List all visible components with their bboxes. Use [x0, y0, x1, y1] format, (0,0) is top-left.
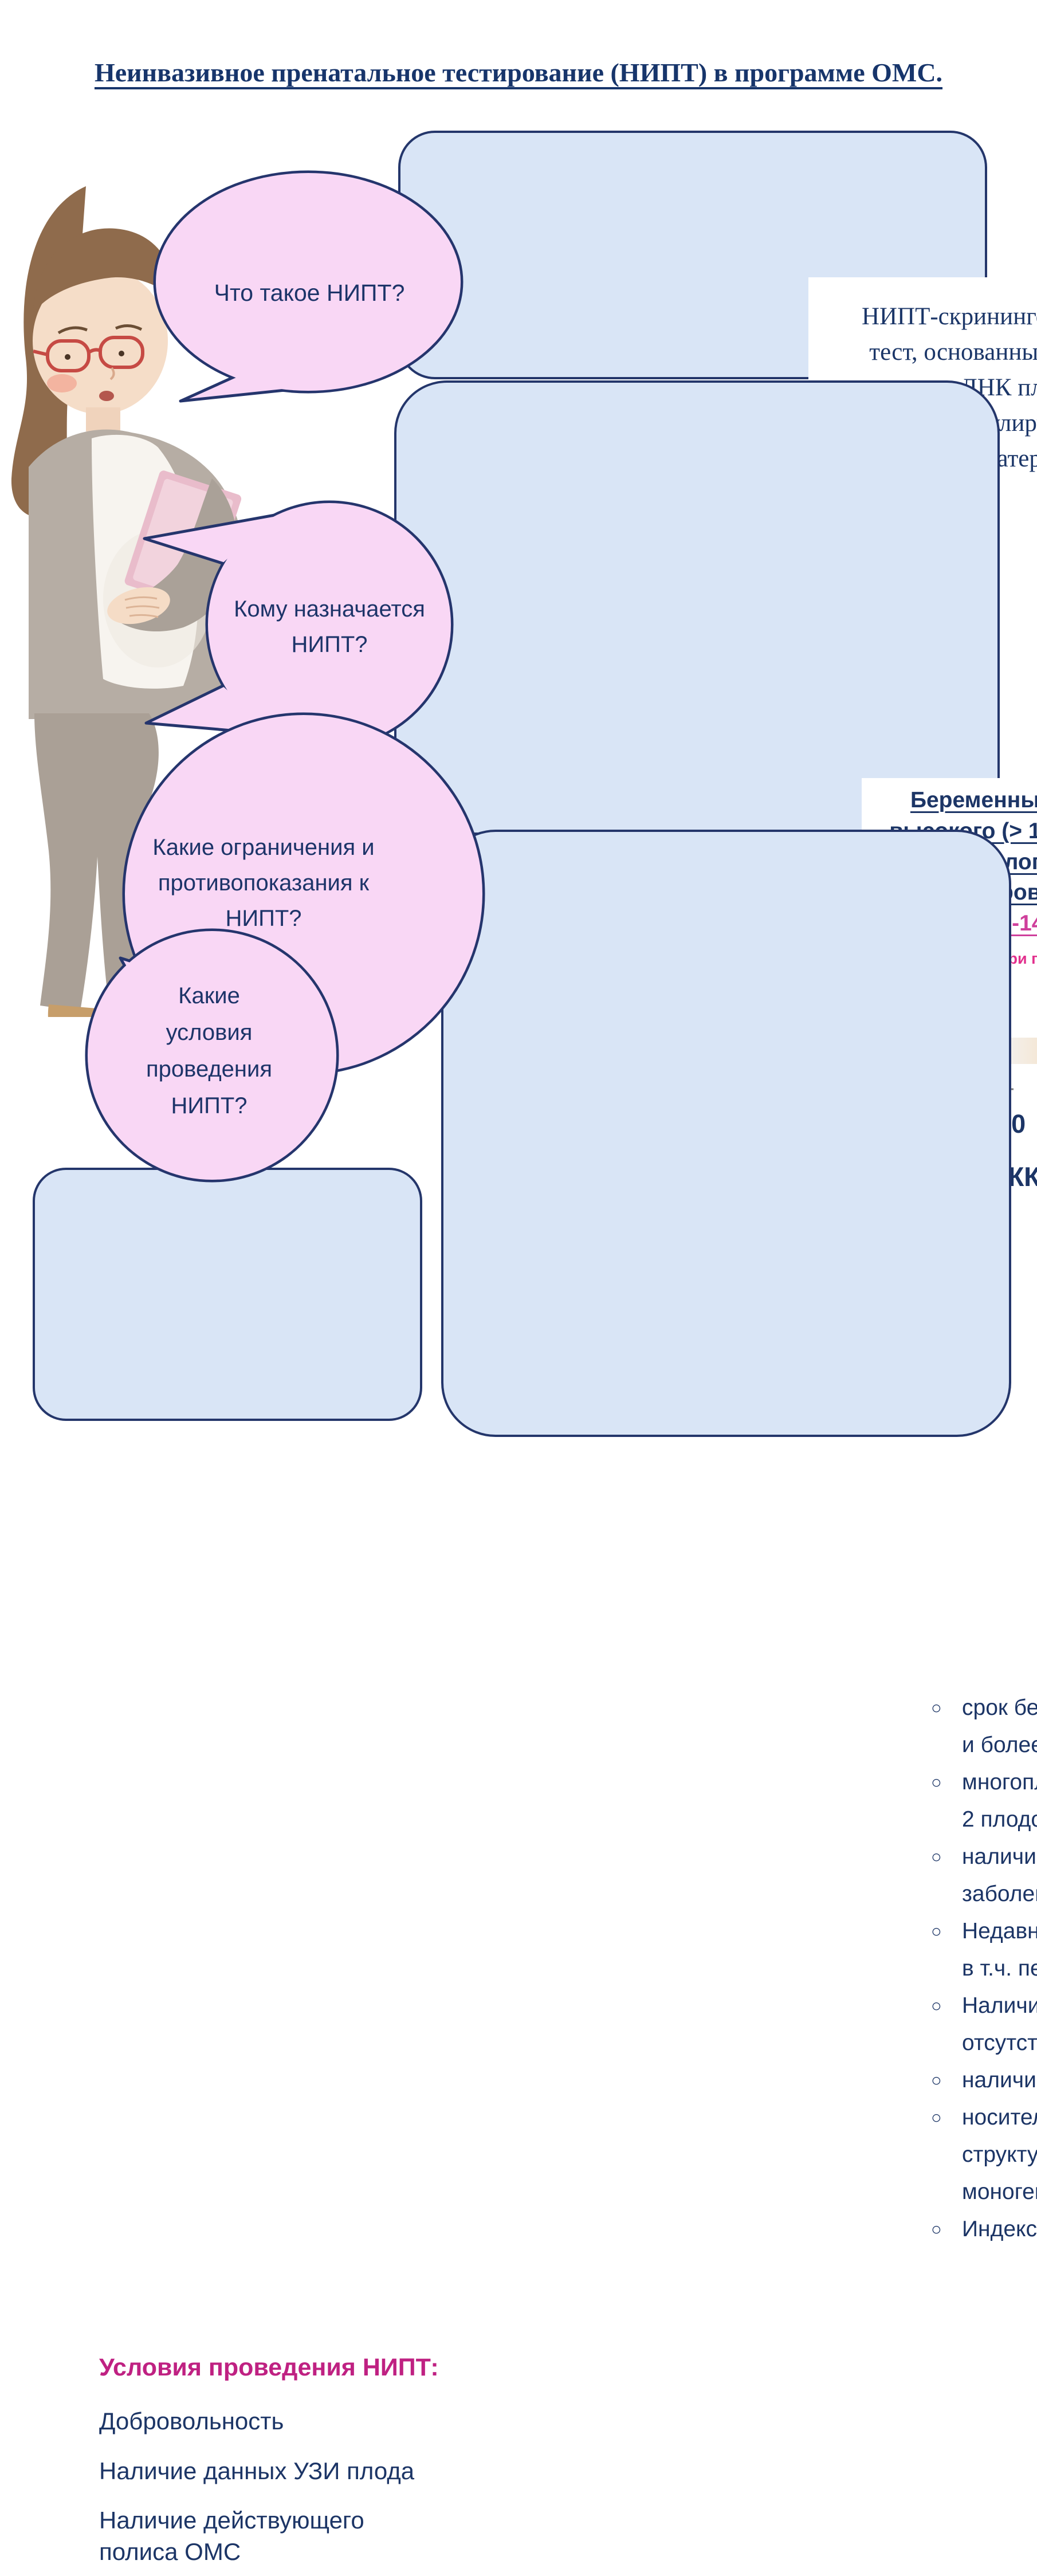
definition-box: НИПТ-скрининговый тест, основанный на ан…: [398, 131, 1037, 498]
list-item: Недавние трансплантации органов, в т.ч. …: [928, 1913, 1037, 1987]
eyebrow-left: [57, 326, 88, 335]
hand-fingers: [124, 596, 160, 618]
list-item: Наличие показаний к ИПД и отсутствие про…: [928, 1987, 1037, 2061]
condition-item: Наличие действующего полиса ОМС: [99, 2507, 364, 2565]
mouth: [99, 391, 114, 401]
condition-item: Добровольность: [99, 2408, 284, 2434]
limitations-list: срок беременности менее 11недель и более…: [928, 1689, 1037, 2248]
bubble-who-text: Кому назначается НИПТ?: [234, 596, 425, 657]
list-item: срок беременности менее 11недель и более…: [928, 1689, 1037, 1764]
eyebrow-right: [115, 324, 143, 331]
limitations-box: срок беременности менее 11недель и более…: [441, 830, 1037, 2248]
page-title: Неинвазивное пренатальное тестирование (…: [94, 58, 943, 87]
neck: [86, 407, 120, 431]
nose: [109, 367, 115, 380]
eye-right: [119, 351, 124, 356]
conditions-heading: Условия проведения НИПТ:: [99, 2354, 439, 2381]
bubble-what-text: Что такое НИПТ?: [214, 280, 405, 306]
limitations-panel: срок беременности менее 11недель и более…: [910, 1680, 1037, 2248]
list-item: наличие признаков ВПР плода: [928, 2061, 1037, 2099]
list-item: наличие онкологических заболеваний: [928, 1838, 1037, 1913]
conditions-box: Условия проведения НИПТ: Добровольность …: [33, 1168, 450, 2576]
eye-left: [65, 354, 70, 360]
conditions-panel: Условия проведения НИПТ: Добровольность …: [85, 2345, 450, 2576]
bubble-conditions-text: Какие условия проведения НИПТ?: [146, 983, 272, 1118]
risk-box: Беременные среднего (1:101-1000) и высок…: [394, 380, 1037, 1195]
list-item: многоплодная беременность (более 2 плодо…: [928, 1764, 1037, 1838]
red-glasses: [33, 336, 144, 372]
hair-fringe: [33, 228, 176, 313]
list-item: носительство супругами структурных анома…: [928, 2099, 1037, 2210]
condition-item: Наличие данных УЗИ плода: [99, 2457, 415, 2484]
list-item: Индекс массы тела более 30 кг/м2: [928, 2210, 1037, 2248]
bubble-limits-text: Какие ограничения и противопоказания к Н…: [152, 835, 375, 931]
blush: [47, 374, 77, 392]
